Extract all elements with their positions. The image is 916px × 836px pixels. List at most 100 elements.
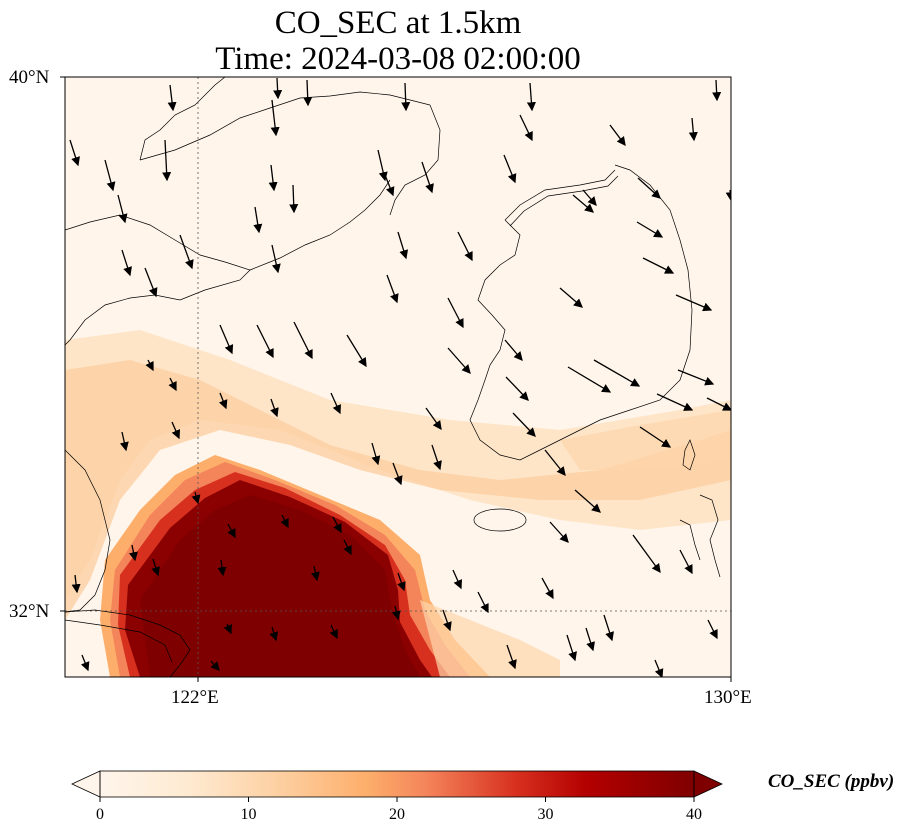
wind-arrow [332,516,342,534]
wind-arrow [69,139,80,167]
wind-arrow [397,231,409,260]
wind-arrow [171,421,181,440]
wind-arrow [168,377,177,392]
wind-arrow [270,398,279,418]
wind-arrow [636,221,664,238]
wind-arrow [397,572,406,592]
wind-arrow [688,117,698,142]
wind-arrow [582,189,597,206]
map-title-line2: Time: 2024-03-08 02:00:00 [215,41,581,77]
colorbar [71,770,723,802]
colorbar-label: CO_SEC (ppbv) [768,771,895,792]
wind-arrow [541,577,554,600]
wind-arrow [421,161,434,194]
wind-arrow [144,267,158,298]
wind-arrow [656,393,694,411]
wind-arrow [104,159,116,192]
wind-arrow [270,99,280,137]
lat-label-40: 40°N [9,67,50,88]
wind-arrow [632,534,661,574]
lat-label-32: 32°N [9,601,50,622]
map-frame [64,76,732,678]
wind-arrow [386,274,399,304]
wind-arrow [145,359,154,372]
wind-arrow [425,407,442,431]
wind-arrow [310,565,320,582]
wind-arrow [371,442,381,466]
lon-label-130: 130°E [704,687,752,708]
wind-arrow [544,449,566,477]
wind-arrow [447,347,471,374]
concentration-field [65,77,731,677]
wind-arrow [80,654,90,672]
wind-arrow [679,549,693,575]
wind-arrow [712,79,722,102]
gridlines [65,77,731,677]
wind-arrow [503,154,517,184]
colorbar-tick-30: 30 [537,806,554,823]
wind-arrow [219,324,234,355]
coastlines [65,77,721,677]
wind-arrow [330,392,341,415]
wind-arrow [637,177,661,199]
wind-arrow [504,339,523,361]
wind-arrow [675,294,713,312]
wind-arrow [210,660,220,671]
wind-arrow [593,359,641,387]
wind-arrow [512,412,536,437]
wind-arrow [574,489,601,513]
wind-arrow [227,523,236,539]
wind-arrow [706,397,731,411]
wind-arrow [457,231,473,262]
wind-arrow [567,366,612,393]
colorbar-tick-10: 10 [240,806,257,823]
wind-arrow [447,297,464,329]
wind-arrow [117,194,128,224]
wind-arrow [519,114,533,142]
wind-arrow [639,426,672,448]
wind-arrow [289,184,299,214]
wind-arrow [303,79,313,107]
wind-arrow [253,206,263,234]
wind-arrow [572,194,594,213]
wind-arrow [129,544,138,562]
colorbar-tick-0: 0 [96,806,104,823]
wind-arrow [223,623,232,635]
wind-arrow [585,627,595,652]
wind-arrow [280,514,289,529]
colorbar-tick-20: 20 [389,806,405,823]
wind-arrow [151,558,161,577]
wind-arrow [654,659,664,677]
wind-arrow [256,324,274,359]
lon-label-122: 122°E [171,687,219,708]
wind-arrow [273,77,283,100]
wind-arrow [506,644,517,670]
wind-arrow [725,189,731,202]
wind-arrow [401,82,411,112]
wind-arrow [431,444,442,471]
wind-arrow [346,334,367,368]
wind-arrow [442,609,452,632]
wind-arrow [191,491,201,505]
wind-arrow [343,539,352,556]
wind-arrow [119,431,129,452]
wind-arrow [549,521,569,543]
wind-arrow [377,149,388,182]
wind-arrow [218,392,228,410]
wind-arrow [603,614,614,642]
wind-arrow [268,164,278,192]
wind-arrow [677,369,715,386]
wind-arrow [121,249,132,277]
wind-arrow [217,559,227,577]
wind-vectors [69,77,731,677]
wind-arrow [642,257,675,274]
wind-arrow [293,321,313,360]
wind-arrow [559,287,583,308]
wind-arrow [71,574,81,594]
wind-arrow [179,234,194,270]
wind-arrow [329,624,338,640]
wind-arrow [162,139,172,182]
wind-arrow [526,82,536,112]
wind-arrow [505,376,529,401]
